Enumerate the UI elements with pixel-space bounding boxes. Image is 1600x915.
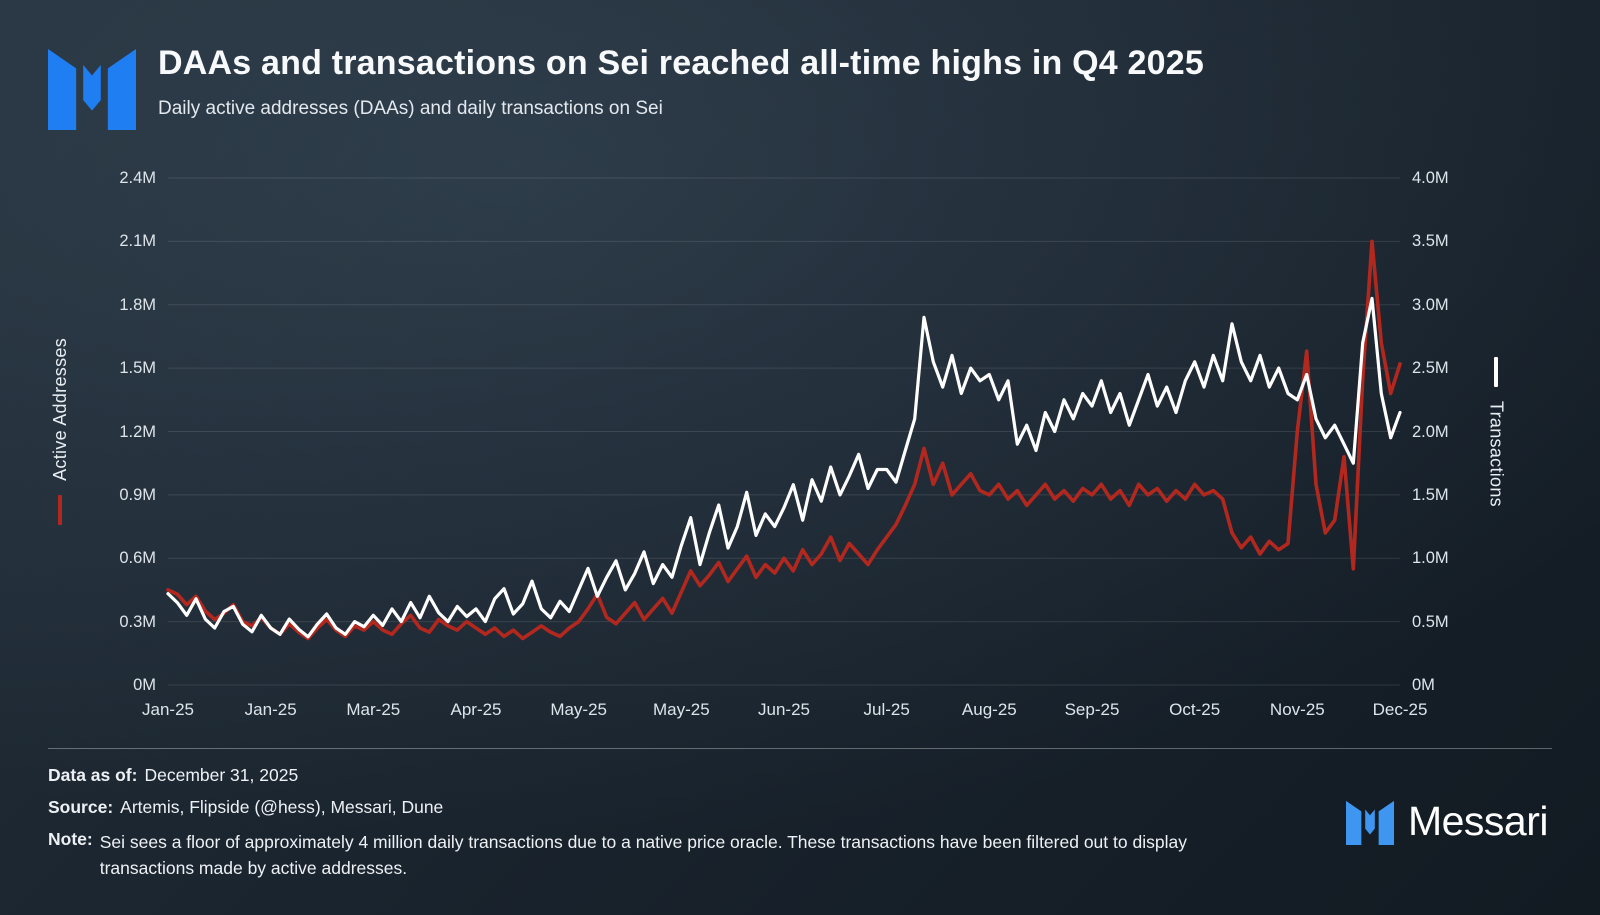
line-chart-plot <box>166 177 1402 686</box>
messari-logo-chevron <box>83 64 101 111</box>
x-tick-label: May-25 <box>652 700 710 719</box>
y-tick-label: 2.0M <box>1412 422 1449 441</box>
x-axis-ticks: Jan-25 Jan-25 Mar-25 Apr-25 May-25 May-25 Jun-… <box>142 700 1427 724</box>
x-tick-label: Jan-25 <box>244 700 297 719</box>
x-tick-label: May-25 <box>550 700 607 719</box>
y-tick-label: 0M <box>1412 676 1435 694</box>
page-title: DAAs and transactions on Sei reached all… <box>158 44 1204 82</box>
messari-footer-logo-icon <box>1345 800 1394 845</box>
y-tick-label: 2.4M <box>119 169 156 187</box>
footer-branding: Messari <box>1345 796 1549 846</box>
messari-footer-logo-right-bar <box>1378 800 1394 845</box>
messari-logo-left-bar <box>48 49 77 130</box>
x-tick-label: Dec-25 <box>1372 700 1428 719</box>
left-axis-ticks: 2.4M 2.1M 1.8M 1.5M 1.2M 0.9M 0.6M 0.3M 0M <box>88 169 156 694</box>
y-tick-label: 4.0M <box>1412 169 1449 187</box>
data-as-of-label: Data as of: <box>48 765 138 785</box>
left-axis-title: Active Addresses <box>46 178 74 685</box>
x-tick-label: Jun-25 <box>758 700 810 719</box>
data-as-of-value: December 31, 2025 <box>144 765 299 785</box>
y-tick-label: 1.2M <box>119 422 156 441</box>
header: DAAs and transactions on Sei reached all… <box>48 40 1204 132</box>
y-tick-label: 1.5M <box>119 359 156 378</box>
transactions-series-indicator <box>1494 356 1498 387</box>
x-tick-label: Aug-25 <box>961 700 1017 719</box>
x-tick-label: Jul-25 <box>863 700 910 719</box>
x-tick-label: Oct-25 <box>1169 700 1221 719</box>
messari-logo-icon <box>48 49 136 130</box>
y-tick-label: 3.0M <box>1412 295 1449 314</box>
y-tick-label: 2.5M <box>1412 359 1449 378</box>
x-tick-label: Jan-25 <box>142 700 194 719</box>
source-label: Source: <box>48 797 114 817</box>
note-label: Note: <box>48 829 93 849</box>
x-tick-label: Mar-25 <box>346 700 401 719</box>
messari-wordmark: Messari <box>1407 797 1549 844</box>
source-value: Artemis, Flipside (@hess), Messari, Dune <box>120 797 444 817</box>
y-tick-label: 0.3M <box>119 612 156 631</box>
left-axis-title-label: Active Addresses <box>49 338 70 481</box>
y-tick-label: 0M <box>133 676 156 694</box>
series-line-daa <box>166 239 1402 641</box>
y-tick-label: 1.5M <box>1412 485 1449 504</box>
messari-footer-logo-left-bar <box>1345 800 1362 845</box>
page-subtitle: Daily active addresses (DAAs) and daily … <box>158 98 663 119</box>
x-tick-label: Apr-25 <box>450 700 502 719</box>
y-tick-label: 0.5M <box>1412 612 1449 631</box>
footer-divider <box>48 748 1552 749</box>
messari-footer-logo-chevron <box>1365 809 1375 835</box>
note-value: Sei sees a floor of approximately 4 mill… <box>99 832 1187 878</box>
source-row: Source: Artemis, Flipside (@hess), Messa… <box>48 797 443 818</box>
active-addresses-series-indicator <box>58 494 62 525</box>
y-tick-label: 2.1M <box>119 232 156 251</box>
y-tick-label: 1.8M <box>119 295 156 314</box>
messari-logo-right-bar <box>107 49 136 130</box>
y-tick-label: 0.9M <box>119 485 156 504</box>
right-axis-title: Transactions <box>1482 178 1510 685</box>
note-row: Note: Sei sees a floor of approximately … <box>48 829 1240 881</box>
title-block: DAAs and transactions on Sei reached all… <box>158 40 1204 132</box>
y-tick-label: 1.0M <box>1412 549 1449 568</box>
right-axis-title-label: Transactions <box>1486 400 1507 507</box>
y-tick-label: 3.5M <box>1412 232 1449 251</box>
x-tick-label: Nov-25 <box>1269 700 1325 719</box>
data-as-of-row: Data as of: December 31, 2025 <box>48 765 298 786</box>
x-tick-label: Sep-25 <box>1064 700 1120 719</box>
series-line-transactions <box>166 296 1402 639</box>
y-tick-label: 0.6M <box>119 549 156 568</box>
right-axis-ticks: 4.0M 3.5M 3.0M 2.5M 2.0M 1.5M 1.0M 0.5M 0M <box>1412 169 1482 694</box>
